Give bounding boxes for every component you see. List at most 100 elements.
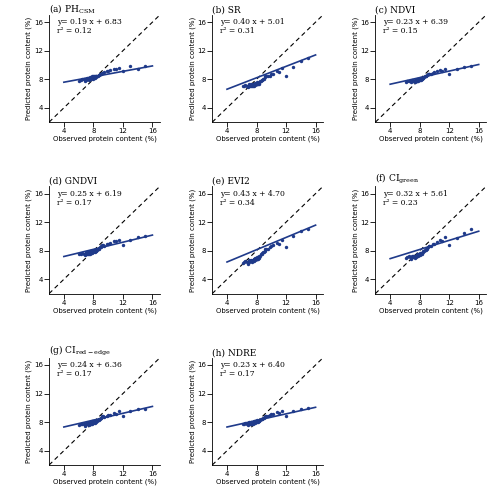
Point <box>248 256 256 264</box>
Point <box>261 72 269 80</box>
Point <box>422 244 430 252</box>
Point <box>248 258 256 266</box>
Point <box>417 74 425 82</box>
Point <box>264 72 272 80</box>
Point <box>416 250 424 258</box>
Point <box>266 72 274 80</box>
Text: (g) CI$_{\mathregular{red-edge}}$: (g) CI$_{\mathregular{red-edge}}$ <box>49 344 111 358</box>
Point <box>260 248 268 256</box>
Point <box>419 74 427 82</box>
Point <box>240 420 248 428</box>
Point <box>252 418 260 426</box>
Point <box>252 418 260 426</box>
Y-axis label: Predicted protein content (%): Predicted protein content (%) <box>26 17 32 120</box>
Y-axis label: Predicted protein content (%): Predicted protein content (%) <box>352 188 359 292</box>
Point <box>91 246 99 254</box>
Point <box>264 412 272 420</box>
Point <box>261 246 269 254</box>
Point <box>262 72 270 80</box>
Point <box>438 66 446 74</box>
Point <box>412 76 420 84</box>
Point <box>282 72 290 80</box>
Point <box>242 419 249 427</box>
Point <box>86 73 94 81</box>
Point <box>275 68 283 76</box>
Point <box>247 80 255 88</box>
Point <box>252 254 260 262</box>
Point <box>104 66 112 74</box>
Point <box>91 418 99 426</box>
Point <box>410 76 418 84</box>
Point <box>77 420 85 428</box>
Point <box>245 82 253 90</box>
Point <box>89 74 97 82</box>
Point <box>94 416 102 424</box>
Point <box>424 243 432 251</box>
Point <box>82 250 89 258</box>
Point <box>247 256 255 264</box>
Point <box>89 72 97 80</box>
Point <box>141 404 149 412</box>
Point <box>81 422 88 430</box>
Point <box>96 70 104 78</box>
Point <box>97 243 105 251</box>
Point <box>419 248 427 256</box>
Point <box>250 256 258 264</box>
Point <box>252 80 260 88</box>
Point <box>111 410 119 418</box>
Text: (h) NDRE: (h) NDRE <box>212 348 257 357</box>
Point <box>252 256 260 264</box>
Point <box>88 418 96 426</box>
Point <box>273 239 281 247</box>
Point <box>249 81 257 89</box>
Point <box>240 258 248 266</box>
Point <box>249 254 257 262</box>
X-axis label: Observed protein content (%): Observed protein content (%) <box>53 136 157 142</box>
Point <box>86 76 94 84</box>
Y-axis label: Predicted protein content (%): Predicted protein content (%) <box>189 17 195 120</box>
Point <box>282 412 290 420</box>
Point <box>436 236 444 244</box>
Point <box>84 76 92 84</box>
Point <box>83 74 91 82</box>
Point <box>90 418 98 426</box>
Point <box>245 420 252 428</box>
Point <box>87 419 95 427</box>
Text: (b) SR: (b) SR <box>212 5 241 14</box>
Point <box>250 82 258 90</box>
Point <box>257 416 265 424</box>
Point <box>86 250 94 258</box>
Point <box>89 74 97 82</box>
Text: (d) GNDVI: (d) GNDVI <box>49 176 97 186</box>
Text: y= 0.32 x + 5.61
r² = 0.23: y= 0.32 x + 5.61 r² = 0.23 <box>383 190 448 207</box>
Point <box>245 258 252 266</box>
Point <box>251 256 259 264</box>
Point <box>275 409 283 417</box>
Point <box>251 80 259 88</box>
Point <box>258 414 266 422</box>
Point <box>410 252 418 260</box>
Point <box>255 80 263 88</box>
Point <box>425 242 433 250</box>
Point <box>257 76 265 84</box>
Point <box>86 248 94 256</box>
Point <box>416 250 424 258</box>
X-axis label: Observed protein content (%): Observed protein content (%) <box>53 478 157 485</box>
Point <box>403 78 411 86</box>
Point <box>86 419 94 427</box>
Point <box>410 76 418 84</box>
Point <box>422 72 430 80</box>
Point <box>416 249 424 257</box>
Point <box>103 412 110 420</box>
Point <box>445 70 453 78</box>
Point <box>93 416 101 424</box>
Point <box>246 256 254 264</box>
Point <box>421 72 429 80</box>
Point <box>255 416 263 424</box>
Point <box>87 249 95 257</box>
Point <box>252 80 260 88</box>
Y-axis label: Predicted protein content (%): Predicted protein content (%) <box>26 188 32 292</box>
Point <box>77 76 85 84</box>
Y-axis label: Predicted protein content (%): Predicted protein content (%) <box>26 360 32 463</box>
Point <box>253 253 261 261</box>
